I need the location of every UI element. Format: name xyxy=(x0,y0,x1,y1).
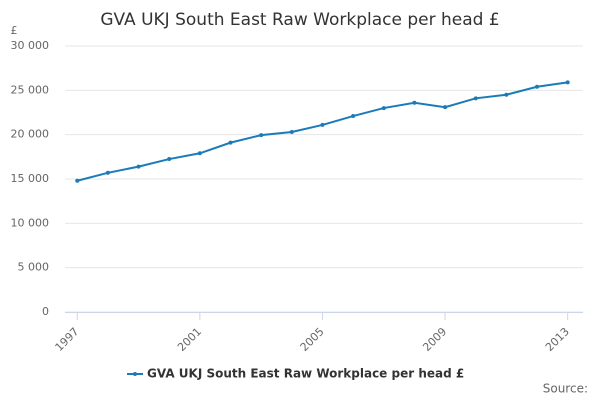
y-tick-label: 25 000 xyxy=(11,83,50,96)
y-tick-label: 10 000 xyxy=(11,216,50,229)
data-point xyxy=(535,84,540,89)
x-tick-label: 2001 xyxy=(175,325,204,354)
y-axis-label: £ xyxy=(11,24,18,37)
data-point xyxy=(75,178,80,183)
data-point xyxy=(167,157,172,162)
data-point xyxy=(320,122,325,127)
data-point xyxy=(105,170,110,175)
data-point xyxy=(228,140,233,145)
data-point xyxy=(412,100,417,105)
data-point xyxy=(351,114,356,119)
legend-marker xyxy=(133,372,137,376)
data-point xyxy=(504,92,509,97)
y-tick-label: 30 000 xyxy=(11,39,50,52)
data-point xyxy=(565,80,570,85)
x-tick-label: 2009 xyxy=(420,325,449,354)
source: Source: xyxy=(543,382,588,396)
y-tick-label: 20 000 xyxy=(11,128,50,141)
x-tick-label: 1997 xyxy=(53,325,82,354)
x-tick-label: 2005 xyxy=(298,325,327,354)
data-point xyxy=(197,151,202,156)
data-point xyxy=(473,96,478,101)
chart-title: GVA UKJ South East Raw Workplace per hea… xyxy=(100,10,499,30)
data-point xyxy=(381,106,386,111)
data-point xyxy=(259,133,264,138)
series-line xyxy=(77,81,568,182)
y-tick-label: 5 000 xyxy=(18,261,50,274)
y-tick-label: 0 xyxy=(42,305,49,318)
data-point xyxy=(443,105,448,110)
y-tick-label: 15 000 xyxy=(11,172,50,185)
legend-label: GVA UKJ South East Raw Workplace per hea… xyxy=(147,367,464,381)
data-point xyxy=(289,130,294,135)
data-point xyxy=(136,164,141,169)
x-tick-label: 2013 xyxy=(543,325,572,354)
